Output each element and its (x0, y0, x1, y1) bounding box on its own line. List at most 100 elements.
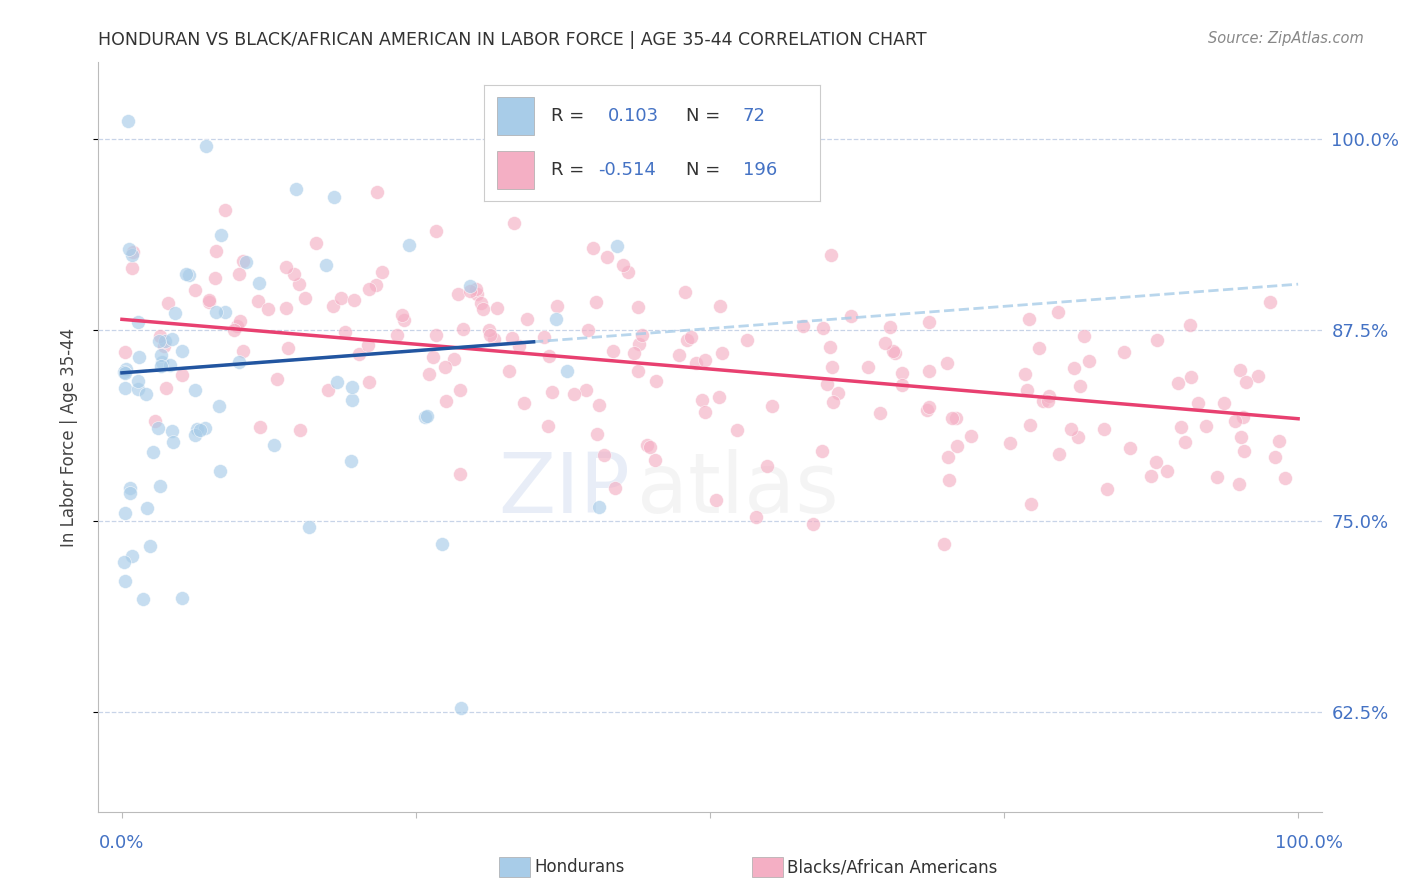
Point (228, 354, 250, 368)
Point (290, 423, 312, 437)
Point (340, 454, 363, 468)
Point (546, 299, 568, 313)
Point (228, 267, 250, 281)
Point (1073, 329, 1095, 343)
Point (631, 328, 654, 343)
Point (516, 312, 538, 326)
Point (1140, 469, 1163, 483)
Point (1069, 379, 1091, 393)
Point (827, 385, 849, 400)
Point (422, 351, 444, 365)
Point (179, 268, 201, 282)
Point (1014, 367, 1036, 381)
Point (745, 509, 768, 524)
Point (184, 283, 207, 297)
Point (357, 338, 380, 352)
Point (205, 305, 228, 319)
Point (1032, 394, 1054, 409)
Point (183, 383, 205, 397)
Point (685, 356, 707, 370)
Point (214, 305, 236, 319)
Point (1047, 447, 1070, 461)
Point (606, 239, 628, 253)
Point (501, 330, 523, 344)
Point (537, 419, 560, 434)
Point (1174, 435, 1197, 450)
Point (792, 319, 814, 334)
Point (229, 314, 252, 328)
Point (1119, 441, 1142, 455)
Point (938, 473, 960, 487)
Point (725, 424, 748, 438)
Point (232, 253, 254, 268)
Point (1063, 361, 1085, 376)
Point (821, 395, 844, 409)
Point (371, 265, 394, 279)
Point (156, 295, 179, 310)
Point (486, 301, 509, 316)
Point (450, 701, 472, 715)
Point (593, 448, 616, 462)
Point (288, 277, 311, 291)
Point (470, 296, 492, 310)
Point (127, 314, 149, 328)
Point (818, 339, 841, 353)
Point (277, 341, 299, 355)
Point (114, 344, 136, 359)
Point (668, 348, 690, 362)
Point (413, 409, 436, 424)
Point (1233, 444, 1256, 458)
Text: HONDURAN VS BLACK/AFRICAN AMERICAN IN LABOR FORCE | AGE 35-44 CORRELATION CHART: HONDURAN VS BLACK/AFRICAN AMERICAN IN LA… (98, 31, 927, 49)
Point (1206, 470, 1229, 484)
Point (644, 374, 666, 388)
Point (562, 387, 585, 401)
Point (1223, 414, 1246, 428)
Point (603, 481, 626, 495)
Point (1015, 383, 1038, 397)
Point (342, 380, 364, 394)
Point (186, 422, 208, 436)
Point (706, 493, 728, 508)
Point (298, 520, 321, 534)
Point (127, 382, 149, 396)
Point (941, 410, 963, 425)
Point (143, 414, 166, 428)
Point (1019, 497, 1042, 511)
Point (690, 392, 713, 407)
Point (576, 322, 599, 336)
Point (883, 346, 905, 360)
Point (433, 360, 456, 375)
Point (513, 396, 536, 410)
Point (1178, 318, 1201, 332)
Point (443, 351, 465, 366)
Point (394, 312, 416, 326)
Point (679, 329, 702, 343)
Point (359, 282, 381, 296)
Point (194, 139, 217, 153)
Point (1170, 420, 1192, 434)
Point (274, 301, 297, 315)
Point (322, 189, 344, 203)
Point (135, 387, 157, 401)
Point (226, 318, 249, 333)
Point (425, 224, 447, 238)
Point (602, 344, 624, 359)
Point (592, 163, 614, 178)
Point (869, 406, 891, 420)
Point (811, 321, 834, 335)
Point (626, 363, 648, 377)
Point (839, 309, 862, 323)
Point (693, 405, 716, 419)
Point (149, 328, 172, 343)
Point (946, 439, 969, 453)
Point (482, 332, 505, 346)
Point (1247, 368, 1270, 383)
Point (1167, 376, 1189, 391)
Point (197, 295, 219, 310)
Point (112, 555, 135, 569)
Point (114, 506, 136, 520)
Point (458, 279, 481, 293)
Point (1028, 341, 1050, 355)
Point (1274, 471, 1296, 485)
Text: Hondurans: Hondurans (534, 858, 624, 876)
